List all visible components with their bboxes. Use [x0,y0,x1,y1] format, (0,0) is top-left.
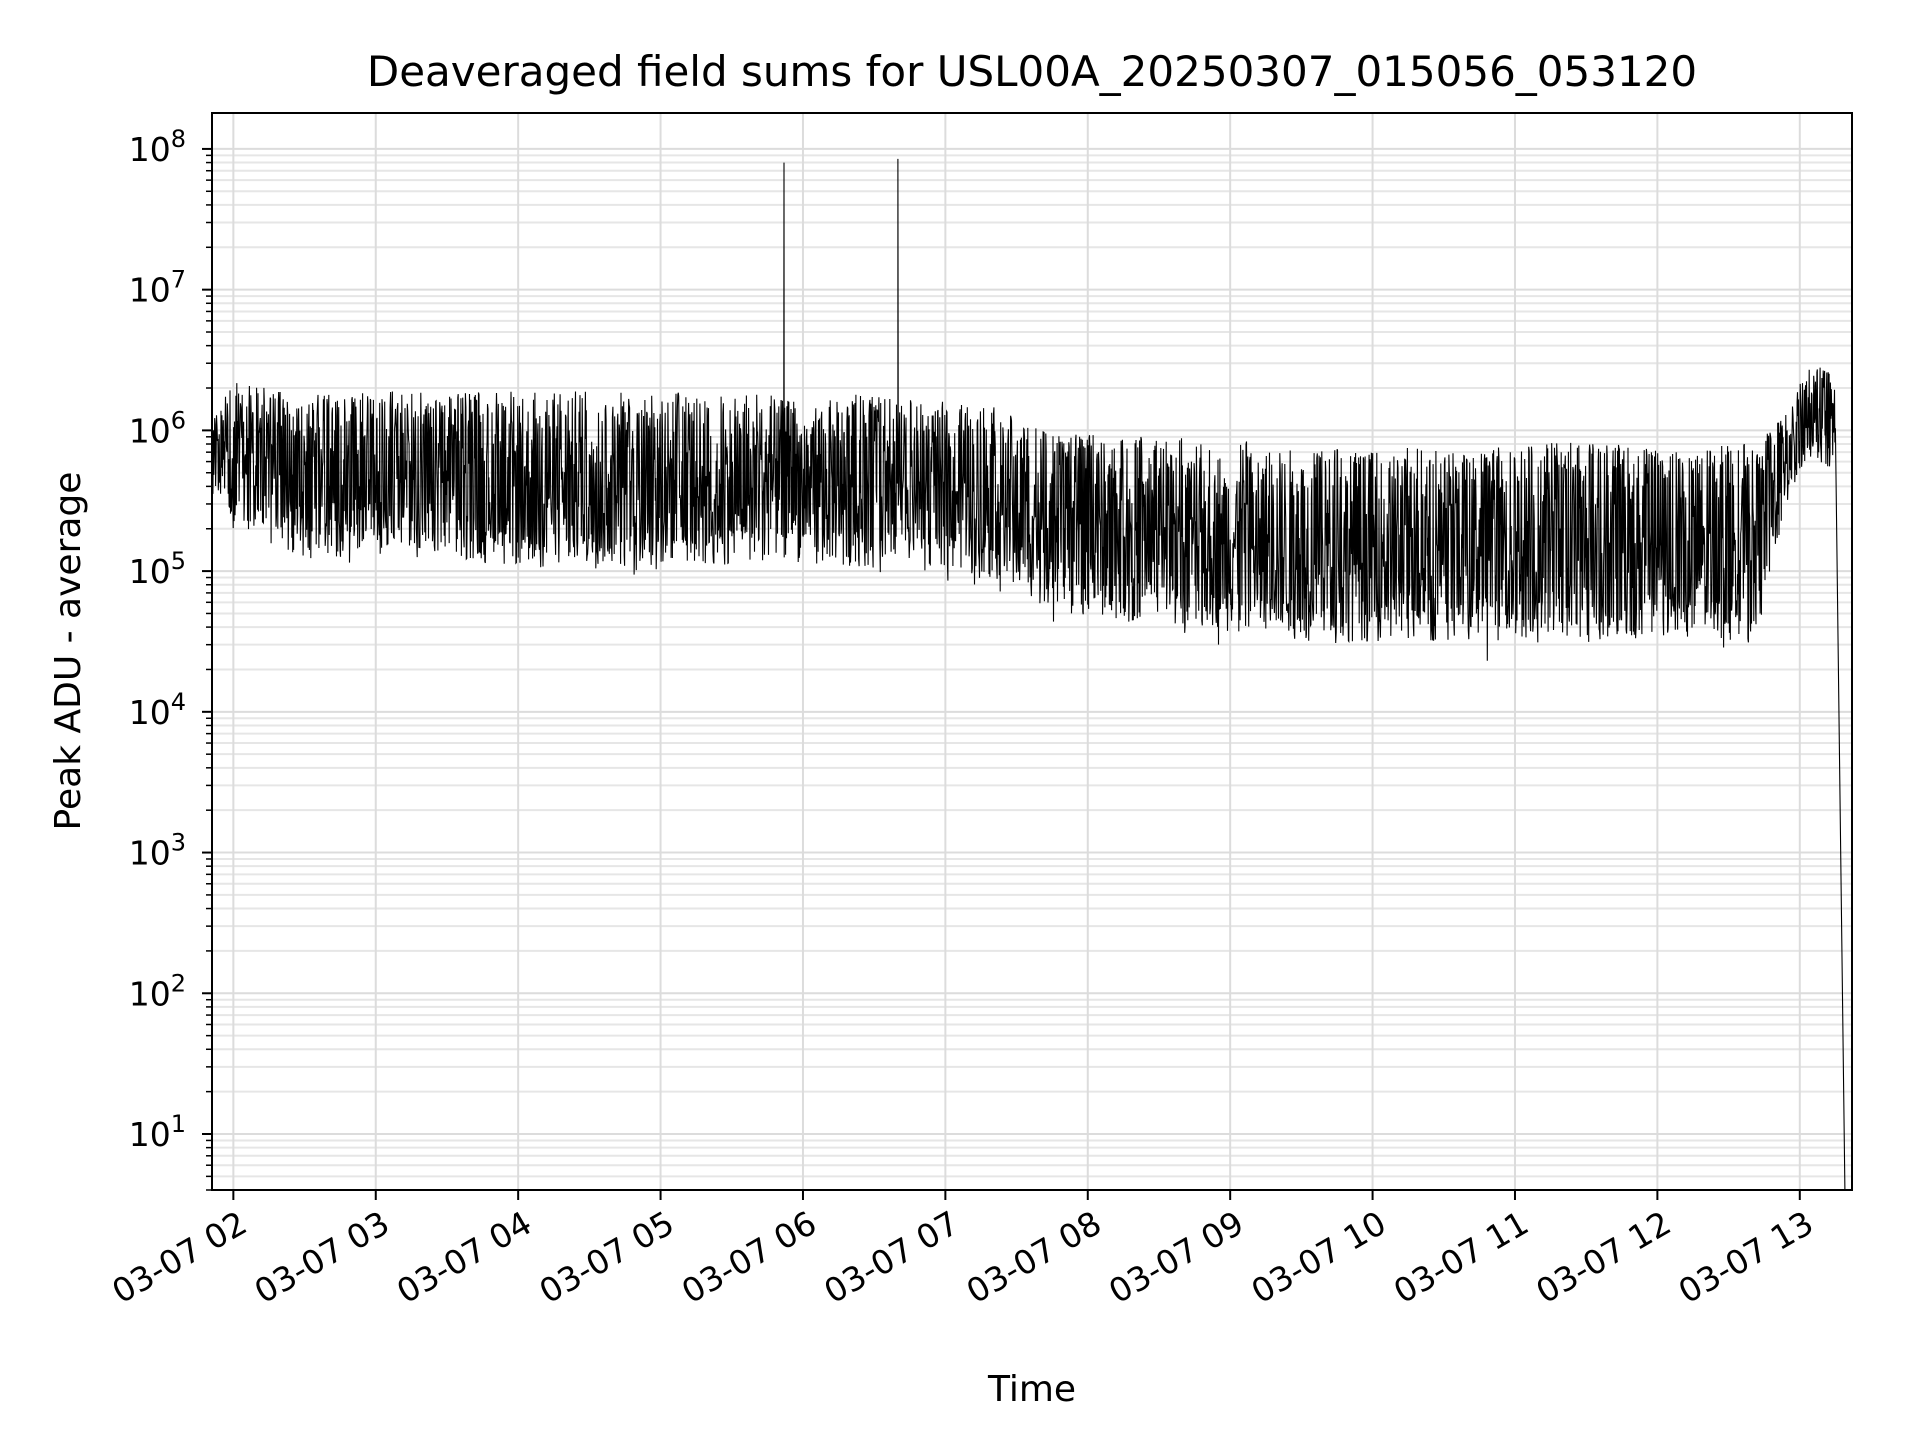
y-tick-exponent: 2 [171,969,186,997]
y-tick-label: 102 [129,969,186,1013]
x-axis-label: Time [987,1369,1076,1410]
y-tick-label: 105 [129,547,186,591]
y-tick-base: 10 [129,552,171,591]
y-axis-label: Peak ADU - average [48,472,89,831]
y-tick-base: 10 [129,271,171,310]
y-tick-exponent: 5 [171,547,186,575]
y-tick-label: 103 [129,829,186,873]
x-tick-label: 03-07 06 [675,1203,823,1311]
plot-background [212,113,1852,1190]
y-tick-label: 106 [129,406,186,450]
y-tick-label: 104 [129,688,186,732]
chart-title: Deaveraged field sums for USL00A_2025030… [367,47,1697,96]
y-tick-exponent: 7 [171,266,186,294]
y-tick-exponent: 1 [171,1110,186,1138]
x-tick-label: 03-07 11 [1387,1203,1535,1311]
y-tick-base: 10 [129,834,171,873]
y-tick-base: 10 [129,1115,171,1154]
y-tick-exponent: 6 [171,406,186,434]
x-tick-label: 03-07 04 [390,1203,538,1311]
y-tick-label: 107 [129,266,186,310]
y-tick-label: 108 [129,125,186,169]
x-tick-label: 03-07 09 [1102,1203,1250,1311]
x-tick-label: 03-07 10 [1245,1203,1393,1311]
plot-frame [211,112,1853,1191]
y-tick-label: 101 [129,1110,186,1154]
x-tick-label: 03-07 07 [817,1203,965,1311]
x-tick-label: 03-07 08 [960,1203,1108,1311]
y-tick-base: 10 [129,693,171,732]
y-tick-exponent: 4 [171,688,186,716]
x-tick-label: 03-07 05 [533,1203,681,1311]
x-tick-label: 03-07 13 [1672,1203,1820,1311]
y-tick-base: 10 [129,130,171,169]
data-layer [211,158,1846,1191]
y-tick-base: 10 [129,411,171,450]
x-tick-label: 03-07 12 [1529,1203,1677,1311]
series-line [211,158,1846,1191]
y-tick-exponent: 3 [171,829,186,857]
x-tick-label: 03-07 02 [105,1203,253,1311]
y-tick-base: 10 [129,974,171,1013]
x-tick-label: 03-07 03 [248,1203,396,1311]
y-tick-exponent: 8 [171,125,186,153]
